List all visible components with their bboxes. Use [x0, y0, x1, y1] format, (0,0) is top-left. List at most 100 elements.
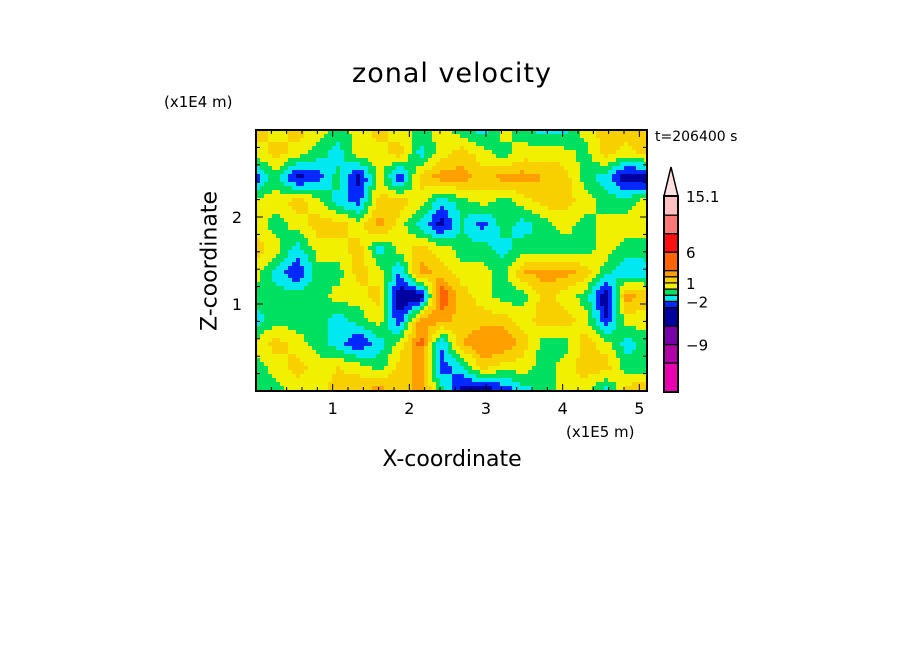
heatmap-cell: [404, 210, 409, 215]
heatmap-cell: [396, 174, 401, 179]
heatmap-cell: [624, 186, 629, 191]
heatmap-cell: [560, 282, 565, 287]
heatmap-cell: [392, 298, 397, 303]
heatmap-cell: [352, 214, 357, 219]
heatmap-cell: [348, 162, 353, 167]
heatmap-cell: [576, 326, 581, 331]
heatmap-cell: [496, 190, 501, 195]
heatmap-cell: [468, 294, 473, 299]
heatmap-cell: [564, 326, 569, 331]
heatmap-cell: [376, 146, 381, 151]
heatmap-cell: [432, 150, 437, 155]
heatmap-cell: [560, 250, 565, 255]
heatmap-cell: [316, 274, 321, 279]
heatmap-cell: [624, 314, 629, 319]
heatmap-cell: [492, 274, 497, 279]
heatmap-cell: [328, 262, 333, 267]
heatmap-cell: [492, 234, 497, 239]
heatmap-cell: [572, 302, 577, 307]
heatmap-cell: [472, 258, 477, 263]
heatmap-cell: [464, 282, 469, 287]
heatmap-cell: [532, 142, 537, 147]
heatmap-cell: [328, 238, 333, 243]
heatmap-cell: [620, 282, 625, 287]
heatmap-cell: [312, 202, 317, 207]
heatmap-cell: [400, 134, 405, 139]
heatmap-cell: [500, 162, 505, 167]
heatmap-cell: [532, 210, 537, 215]
heatmap-cell: [628, 154, 633, 159]
heatmap-cell: [540, 322, 545, 327]
heatmap-cell: [484, 150, 489, 155]
heatmap-cell: [524, 202, 529, 207]
heatmap-field: [256, 130, 648, 392]
heatmap-cell: [608, 234, 613, 239]
heatmap-cell: [604, 226, 609, 231]
heatmap-cell: [404, 138, 409, 143]
heatmap-cell: [308, 274, 313, 279]
heatmap-cell: [420, 266, 425, 271]
heatmap-cell: [568, 238, 573, 243]
heatmap-cell: [552, 298, 557, 303]
heatmap-cell: [396, 146, 401, 151]
heatmap-cell: [412, 266, 417, 271]
heatmap-cell: [444, 194, 449, 199]
heatmap-cell: [616, 298, 621, 303]
heatmap-cell: [472, 158, 477, 163]
heatmap-cell: [620, 222, 625, 227]
heatmap-cell: [400, 202, 405, 207]
heatmap-cell: [340, 142, 345, 147]
heatmap-cell: [296, 214, 301, 219]
heatmap-cell: [276, 138, 281, 143]
heatmap-cell: [396, 278, 401, 283]
heatmap-cell: [584, 206, 589, 211]
heatmap-cell: [356, 330, 361, 335]
heatmap-cell: [304, 318, 309, 323]
heatmap-cell: [452, 150, 457, 155]
heatmap-cell: [424, 246, 429, 251]
heatmap-cell: [540, 170, 545, 175]
heatmap-cell: [428, 330, 433, 335]
heatmap-cell: [368, 302, 373, 307]
heatmap-cell: [644, 174, 648, 179]
heatmap-cell: [284, 250, 289, 255]
heatmap-cell: [280, 178, 285, 183]
heatmap-cell: [640, 282, 645, 287]
heatmap-cell: [324, 138, 329, 143]
heatmap-cell: [376, 130, 381, 135]
heatmap-cell: [504, 282, 509, 287]
heatmap-cell: [464, 178, 469, 183]
heatmap-cell: [452, 206, 457, 211]
heatmap-cell: [392, 166, 397, 171]
heatmap-cell: [528, 258, 533, 263]
heatmap-cell: [304, 322, 309, 327]
heatmap-cell: [340, 294, 345, 299]
heatmap-cell: [512, 306, 517, 311]
heatmap-cell: [348, 330, 353, 335]
heatmap-cell: [444, 314, 449, 319]
heatmap-cell: [340, 246, 345, 251]
heatmap-cell: [328, 294, 333, 299]
heatmap-cell: [508, 162, 513, 167]
heatmap-cell: [292, 222, 297, 227]
heatmap-cell: [476, 310, 481, 315]
heatmap-cell: [496, 254, 501, 259]
heatmap-cell: [312, 298, 317, 303]
heatmap-cell: [272, 182, 277, 187]
heatmap-cell: [552, 270, 557, 275]
heatmap-cell: [624, 302, 629, 307]
heatmap-cell: [420, 174, 425, 179]
heatmap-cell: [348, 266, 353, 271]
heatmap-cell: [512, 198, 517, 203]
heatmap-cell: [540, 178, 545, 183]
heatmap-cell: [464, 194, 469, 199]
heatmap-cell: [464, 190, 469, 195]
heatmap-cell: [584, 194, 589, 199]
heatmap-cell: [596, 286, 601, 291]
heatmap-cell: [448, 150, 453, 155]
heatmap-cell: [640, 142, 645, 147]
heatmap-cell: [324, 174, 329, 179]
heatmap-cell: [456, 282, 461, 287]
heatmap-cell: [352, 166, 357, 171]
heatmap-cell: [480, 286, 485, 291]
